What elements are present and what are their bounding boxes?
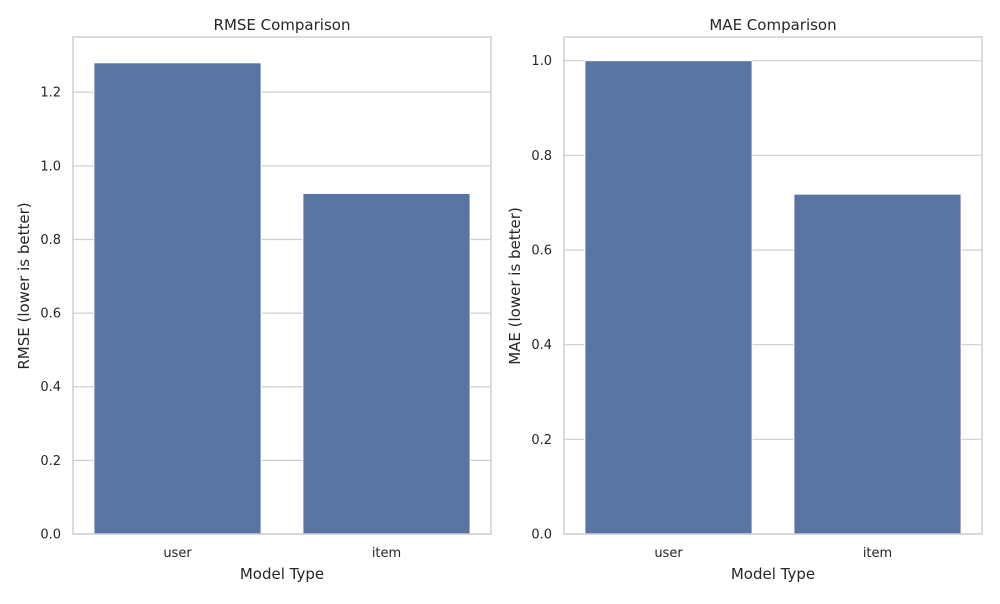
mae-y-tick-label: 0.8 [531, 149, 552, 164]
mae-y-tick-label: 0.0 [531, 528, 552, 543]
rmse-y-tick-label: 0.0 [40, 528, 61, 543]
mae-axes-frame [563, 36, 983, 535]
rmse-y-axis-label: RMSE (lower is better) [15, 202, 33, 369]
rmse-x-tick-label: user [163, 546, 192, 561]
rmse-chart-title: RMSE Comparison [214, 16, 351, 34]
mae-plot-area: 0.0 0.2 0.4 0.6 0.8 1.0 user item [531, 36, 983, 561]
rmse-chart-panel: RMSE Comparison Model Type RMSE (lower i… [15, 16, 492, 583]
mae-bar-item [793, 193, 962, 535]
rmse-bar-user [93, 62, 262, 535]
mae-chart-title: MAE Comparison [709, 16, 836, 34]
mae-y-tick-label: 0.6 [531, 244, 552, 259]
mae-y-tick-label: 0.2 [531, 433, 552, 448]
rmse-y-tick-label: 1.0 [40, 159, 61, 174]
mae-x-tick-label: item [863, 546, 892, 561]
rmse-plot-area: 0.0 0.2 0.4 0.6 0.8 1.0 1.2 user item [40, 36, 492, 561]
rmse-y-tick-label: 0.2 [40, 454, 61, 469]
mae-chart-panel: MAE Comparison Model Type MAE (lower is … [506, 16, 983, 583]
rmse-axes-frame [72, 36, 492, 535]
rmse-y-tick-label: 0.8 [40, 233, 61, 248]
rmse-y-tick-label: 0.6 [40, 307, 61, 322]
rmse-y-tick-label: 0.4 [40, 380, 61, 395]
rmse-x-tick-label: item [372, 546, 401, 561]
mae-y-tick-label: 1.0 [531, 54, 552, 69]
mae-bar-user [584, 60, 753, 535]
mae-x-tick-label: user [654, 546, 683, 561]
mae-y-axis-label: MAE (lower is better) [506, 207, 524, 365]
mae-x-axis-label: Model Type [731, 565, 815, 583]
rmse-x-axis-label: Model Type [240, 565, 324, 583]
rmse-y-tick-label: 1.2 [40, 86, 61, 101]
mae-y-tick-label: 0.4 [531, 338, 552, 353]
rmse-bar-item [302, 192, 471, 535]
